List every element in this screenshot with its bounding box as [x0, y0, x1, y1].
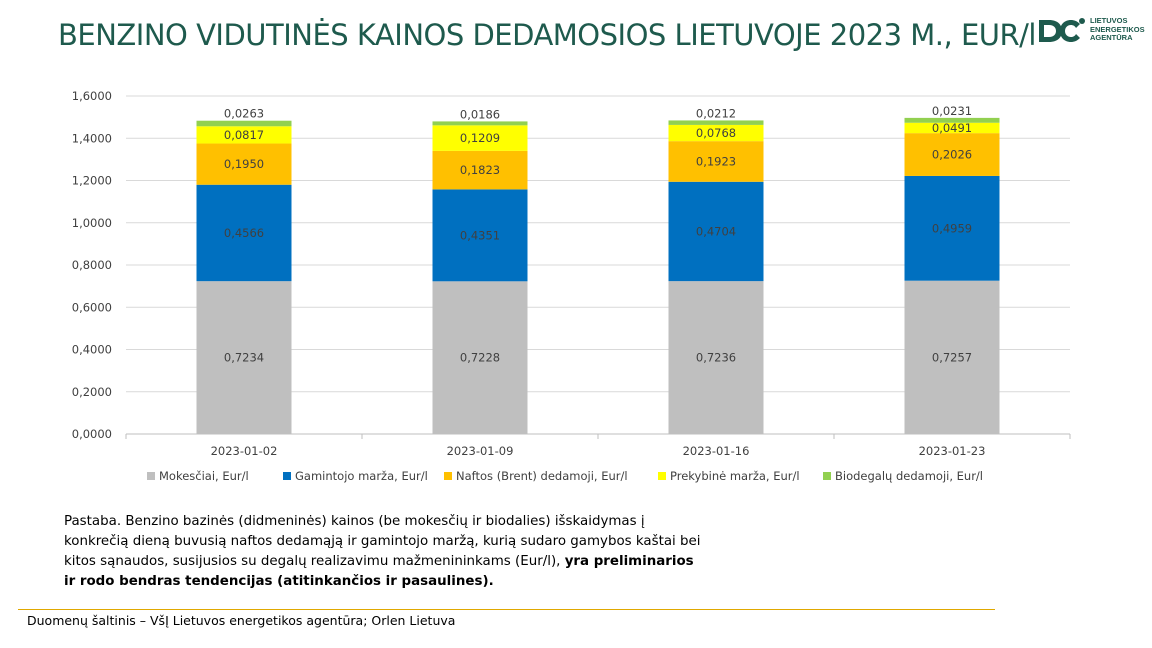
bar-segment — [432, 121, 528, 126]
y-tick-label: 0,4000 — [72, 343, 112, 357]
legend-label: Biodegalų dedamoji, Eur/l — [835, 469, 983, 483]
legend-label: Naftos (Brent) dedamoji, Eur/l — [456, 469, 628, 483]
data-label: 0,0817 — [224, 128, 264, 142]
legend-swatch — [823, 472, 831, 480]
x-tick-label: 2023-01-09 — [447, 444, 514, 458]
data-source: Duomenų šaltinis – VšĮ Lietuvos energeti… — [27, 613, 456, 628]
legend-label: Mokesčiai, Eur/l — [159, 469, 249, 483]
data-label: 0,4959 — [932, 221, 972, 235]
bar-segment — [904, 175, 1000, 281]
data-label: 0,0212 — [696, 106, 736, 120]
bar-segment — [196, 120, 292, 127]
stacked-bar-chart: 0,0000 0,2000 0,4000 0,6000 0,8000 1,0000 1,20… — [72, 89, 1071, 483]
y-tick-label: 0,0000 — [72, 427, 112, 441]
bar-segment — [432, 150, 528, 190]
data-label: 0,7257 — [932, 350, 972, 364]
bar-segment — [196, 143, 292, 185]
bar-segment — [668, 181, 764, 282]
bar-segment — [196, 126, 292, 144]
legend-label: Gamintojo marža, Eur/l — [295, 469, 428, 483]
legend-swatch — [283, 472, 291, 480]
bar-segment — [432, 189, 528, 282]
data-label: 0,4704 — [696, 224, 736, 238]
note-paragraph: Pastaba. Benzino bazinės (didmeninės) ka… — [64, 512, 704, 592]
data-label: 0,7228 — [460, 351, 500, 365]
legend-label: Prekybinė marža, Eur/l — [670, 469, 800, 483]
data-label: 0,4351 — [460, 228, 500, 242]
x-tick-label: 2023-01-02 — [211, 444, 278, 458]
y-tick-label: 1,4000 — [72, 131, 112, 145]
data-label: 0,0186 — [460, 107, 500, 121]
data-label: 0,7236 — [696, 351, 736, 365]
data-label: 0,7234 — [224, 351, 264, 365]
data-label: 0,0768 — [696, 126, 736, 140]
y-tick-label: 1,2000 — [72, 174, 112, 188]
data-label: 0,1950 — [224, 157, 264, 171]
bar-segment — [668, 141, 764, 182]
data-label: 0,0231 — [932, 104, 972, 118]
footer-divider — [18, 609, 995, 610]
bar-segment — [668, 124, 764, 142]
note-bold-text: yra preliminarios ir rodo bendras tenden… — [64, 554, 694, 589]
bar-segment — [904, 280, 1000, 434]
logo-text: LIETUVOS ENERGETIKOS AGENTŪRA — [1090, 16, 1145, 43]
bar-segment — [668, 120, 764, 125]
legend-swatch — [444, 472, 452, 480]
legend-swatch — [658, 472, 666, 480]
logo-line: LIETUVOS — [1090, 16, 1128, 25]
data-label: 0,4566 — [224, 226, 264, 240]
legend-swatch — [147, 472, 155, 480]
data-label: 0,1923 — [696, 154, 736, 168]
data-label: 0,0263 — [224, 107, 264, 121]
logo-line: ENERGETIKOS — [1090, 24, 1145, 34]
y-tick-label: 1,0000 — [72, 216, 112, 230]
data-label: 0,1209 — [460, 131, 500, 145]
bar-segment — [196, 281, 292, 434]
logo-line: AGENTŪRA — [1090, 33, 1133, 42]
data-label: 0,2026 — [932, 148, 972, 162]
note-text: Pastaba. Benzino bazinės (didmeninės) ka… — [64, 514, 701, 569]
x-tick-label: 2023-01-23 — [919, 444, 986, 458]
bar-segment — [904, 133, 1000, 176]
bar-segment — [432, 125, 528, 151]
bar-segment — [196, 184, 292, 282]
y-tick-label: 0,6000 — [72, 300, 112, 314]
y-tick-label: 0,2000 — [72, 385, 112, 399]
agency-logo: LIETUVOS ENERGETIKOS AGENTŪRA — [1036, 16, 1146, 48]
lea-logo-icon — [1039, 18, 1085, 42]
bar-segment — [432, 281, 528, 434]
x-tick-label: 2023-01-16 — [683, 444, 750, 458]
bar-segment — [668, 281, 764, 434]
data-label: 0,0491 — [932, 121, 972, 135]
bar-segment — [904, 117, 1000, 123]
page-title: BENZINO VIDUTINĖS KAINOS DEDAMOSIOS LIET… — [58, 18, 1037, 52]
y-tick-label: 1,6000 — [72, 89, 112, 103]
bar-segment — [904, 122, 1000, 134]
data-label: 0,1823 — [460, 163, 500, 177]
y-tick-label: 0,8000 — [72, 258, 112, 272]
